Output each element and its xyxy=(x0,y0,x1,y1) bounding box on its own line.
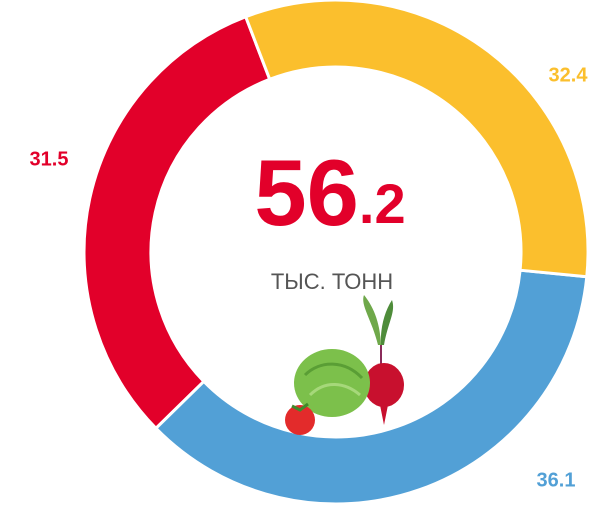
center-value-frac: .2 xyxy=(359,172,406,235)
value-label: 36.1 xyxy=(537,469,576,491)
center-value: 56.2 xyxy=(254,140,405,245)
center-unit: ТЫС. ТОНН xyxy=(271,269,393,294)
center-value-int: 56 xyxy=(254,140,359,245)
donut-segment xyxy=(84,17,270,429)
vegetables-icon xyxy=(285,295,404,435)
value-label: 32.4 xyxy=(549,64,589,86)
chart: 32.4 36.1 31.5 56.2 ТЫС. ТОНН xyxy=(0,0,602,518)
value-label: 31.5 xyxy=(30,148,69,170)
